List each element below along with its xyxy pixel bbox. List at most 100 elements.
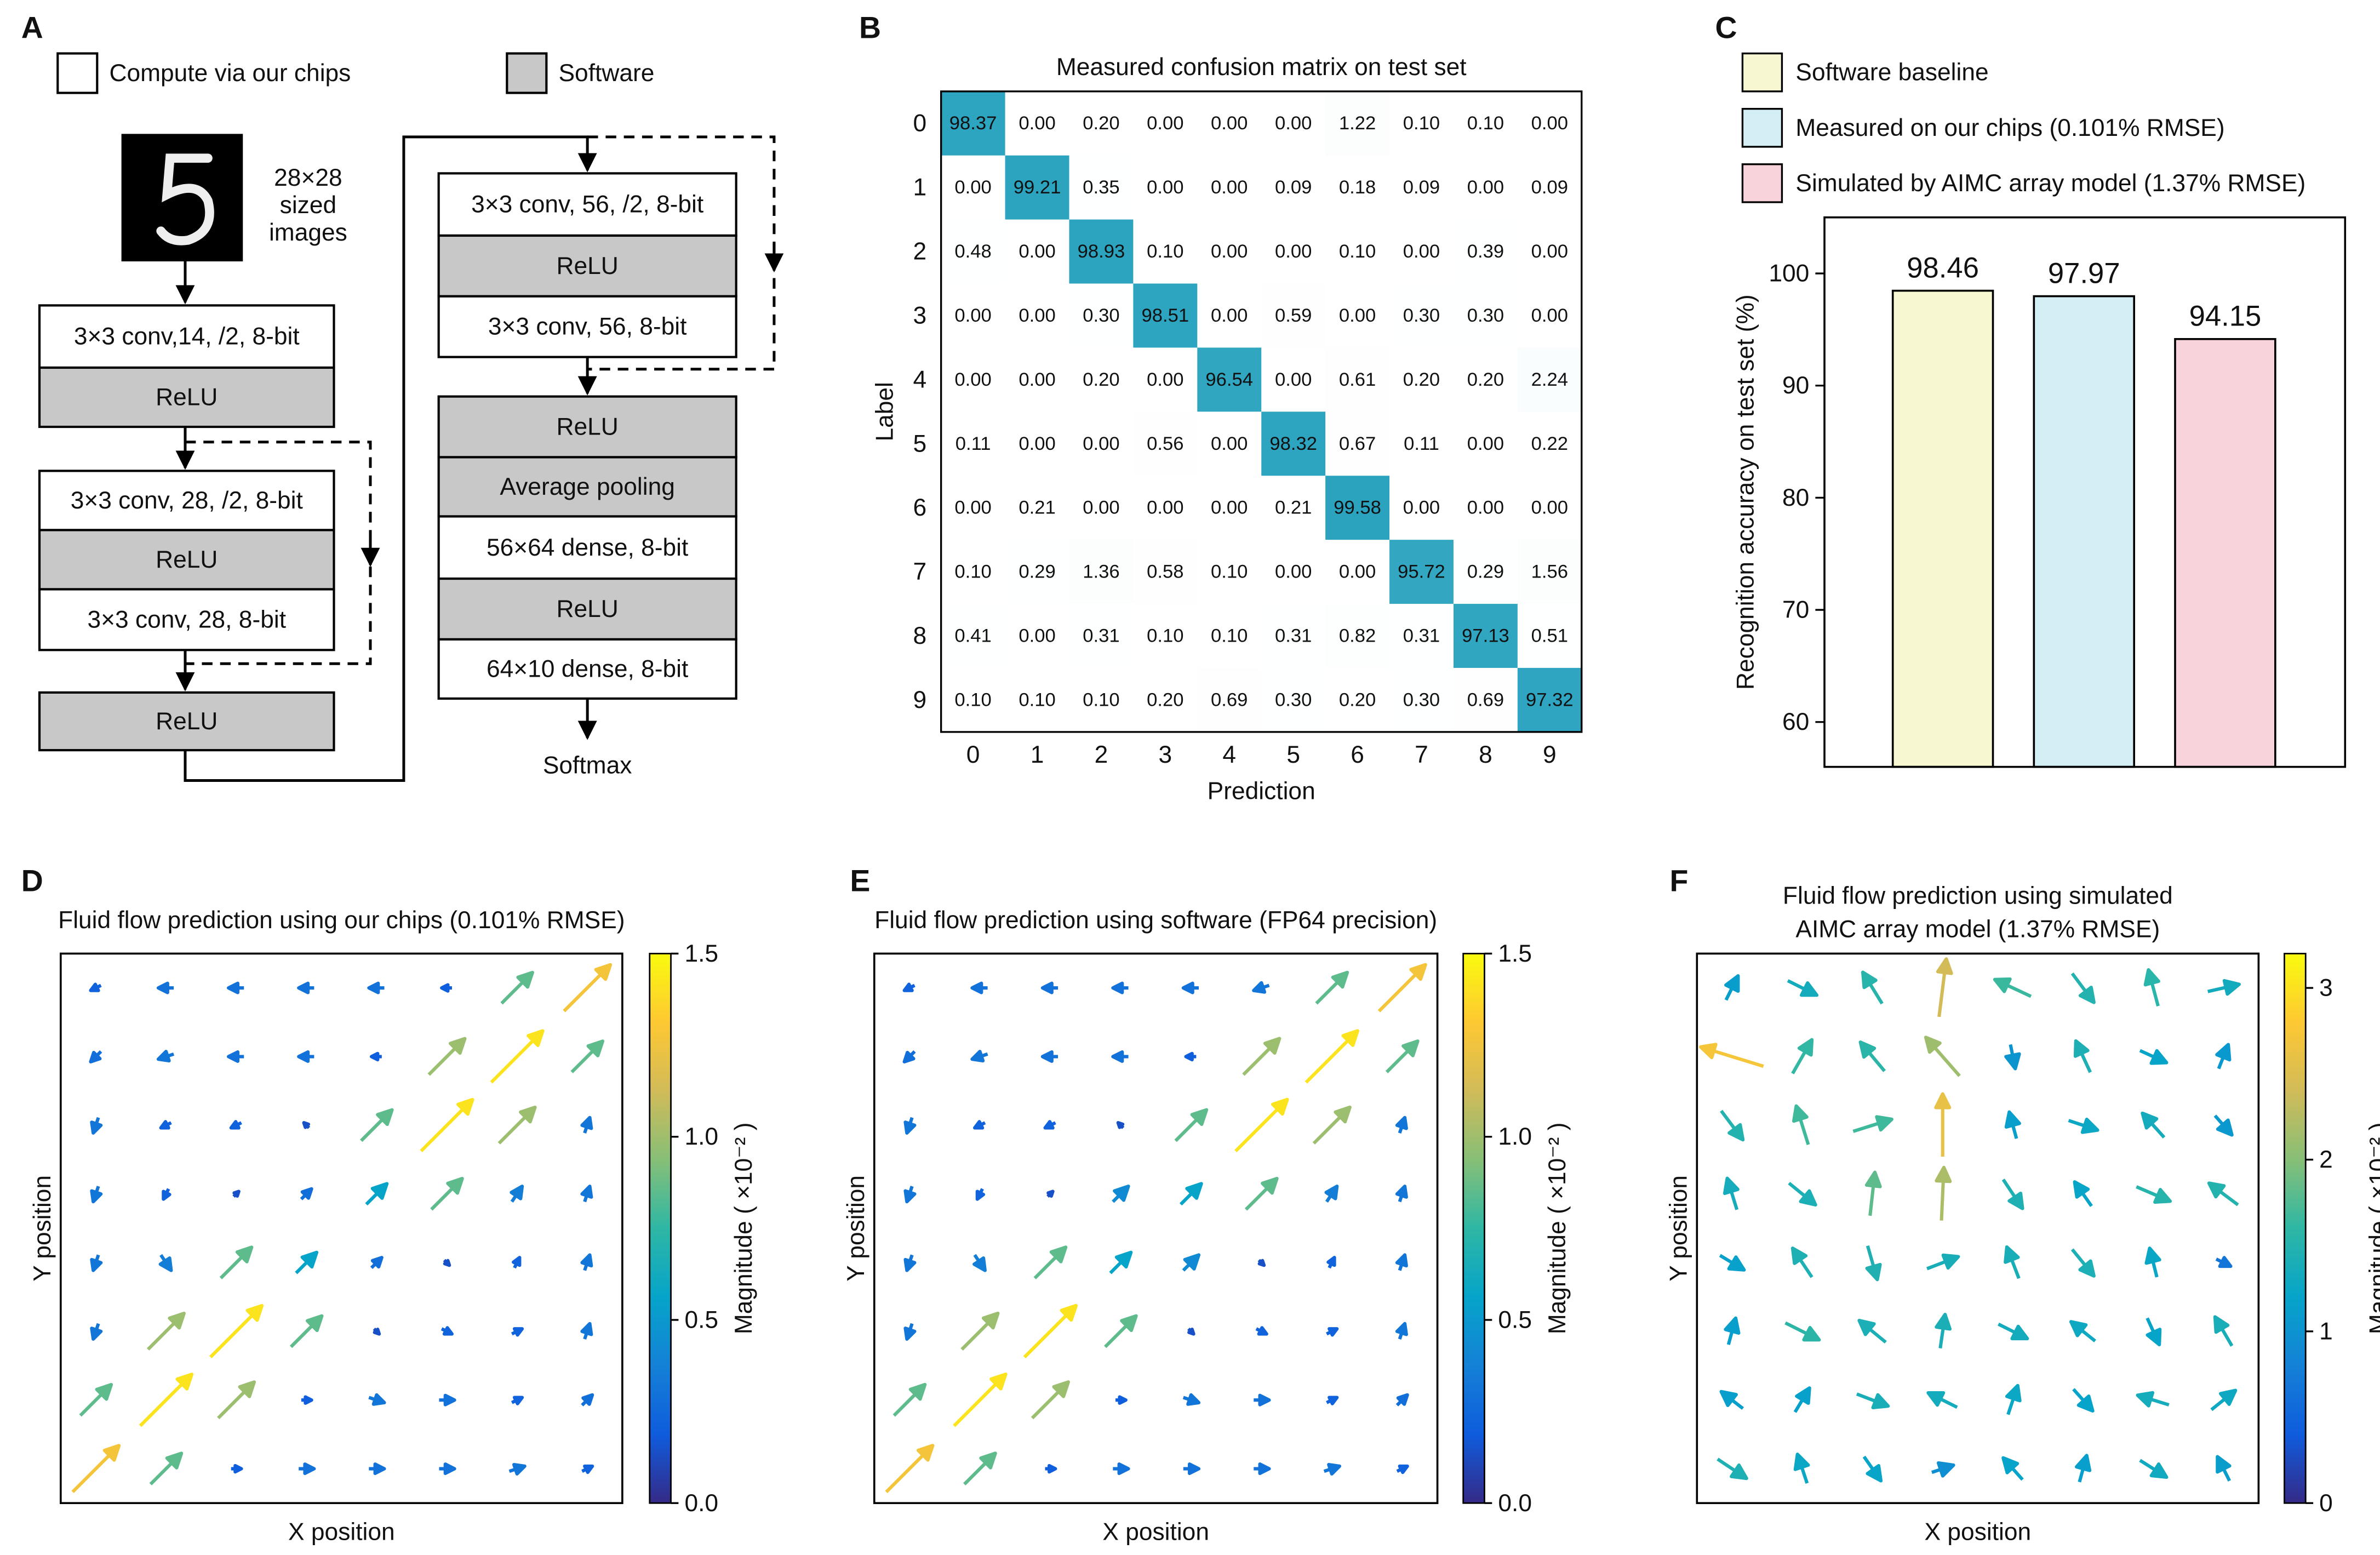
- flow-arrow: [1788, 1181, 1817, 1207]
- panel-label: B: [859, 10, 881, 44]
- colorbar: [1462, 952, 1485, 1504]
- matrix-cell: [1197, 604, 1262, 668]
- flow-arrow: [1046, 1190, 1055, 1198]
- flow-arrow: [1998, 1322, 2029, 1341]
- x-tick-label: 3: [1159, 741, 1172, 768]
- flow-arrow: [79, 1382, 113, 1417]
- cell-label: 0.00: [954, 369, 991, 390]
- cell-label: 0.00: [1147, 369, 1183, 390]
- flow-arrow: [1305, 1029, 1360, 1084]
- matrix-cell: [1069, 347, 1134, 413]
- flow-arrow: [2073, 1180, 2093, 1207]
- flow-arrow: [440, 1326, 454, 1336]
- cell-label: 0.00: [1019, 241, 1055, 262]
- matrix-cell: [1005, 155, 1070, 220]
- flow-arrow: [508, 1463, 527, 1476]
- flow-arrow: [1326, 1327, 1339, 1337]
- x-axis-label: X position: [288, 1518, 395, 1545]
- x-axis-label: Prediction: [1208, 778, 1315, 804]
- cell-label: 0.21: [1019, 498, 1055, 518]
- cell-label: 0.00: [1211, 305, 1248, 326]
- matrix-cell: [1069, 540, 1134, 604]
- matrix-cell: [1005, 604, 1070, 668]
- flow-arrow: [563, 963, 613, 1013]
- matrix-cell: [1197, 219, 1262, 284]
- flow-arrow: [1791, 1038, 1814, 1074]
- flow-arrow: [1031, 1380, 1070, 1420]
- matrix-cell: [1517, 667, 1582, 733]
- matrix-cell: [1261, 283, 1326, 348]
- flow-arrow: [511, 1327, 524, 1337]
- flow-arrow: [1396, 1464, 1409, 1474]
- cell-label: 0.00: [1531, 241, 1568, 262]
- flow-arrow: [1257, 1259, 1266, 1267]
- flow-arrow: [903, 1186, 917, 1204]
- matrix-cell: [1389, 91, 1454, 156]
- matrix-cell: [1261, 155, 1326, 220]
- flow-arrow: [1699, 1043, 1764, 1068]
- flow-arrow: [970, 981, 988, 994]
- flow-arrow: [365, 1182, 389, 1206]
- flow-arrow: [1234, 1097, 1289, 1153]
- flow-arrow: [960, 1311, 1000, 1351]
- cell-label: 0.10: [1019, 689, 1055, 710]
- cell-label: 0.00: [1403, 498, 1440, 518]
- flow-arrow: [1115, 1395, 1128, 1405]
- bar-value-label: 98.46: [1907, 252, 1979, 284]
- cell-label: 1.56: [1531, 562, 1568, 582]
- flow-arrow: [430, 1176, 464, 1211]
- cell-label: 0.69: [1211, 689, 1248, 710]
- panel-label: D: [21, 864, 43, 897]
- flow-arrow: [2215, 1256, 2233, 1268]
- flow-arrow: [295, 1250, 319, 1274]
- flow-arrow: [440, 983, 452, 993]
- cell-label: 0.00: [1211, 241, 1248, 262]
- flow-arrow: [1793, 1386, 1811, 1413]
- matrix-cell: [1005, 667, 1070, 733]
- flow-arrow: [1787, 979, 1818, 997]
- cell-label: 0.00: [1083, 498, 1119, 518]
- matrix-cell: [1133, 91, 1198, 156]
- cell-label: 0.20: [1339, 689, 1376, 710]
- cell-label: 0.00: [1275, 241, 1312, 262]
- flow-arrow: [1181, 981, 1199, 994]
- matrix-cell: [1197, 476, 1262, 540]
- cell-label: 0.30: [1403, 305, 1440, 326]
- flow-arrow: [301, 1395, 313, 1405]
- flow-arrow: [1926, 1391, 1958, 1409]
- matrix-cell: [1261, 540, 1326, 604]
- flow-arrow: [570, 1039, 605, 1073]
- matrix-cell: [1453, 91, 1518, 156]
- cell-label: 0.31: [1275, 626, 1312, 647]
- layer-block: [437, 395, 737, 459]
- matrix-cell: [1133, 283, 1198, 348]
- flow-arrow: [1244, 1176, 1279, 1211]
- matrix-cell: [1325, 411, 1390, 477]
- matrix-cell: [1517, 476, 1582, 540]
- flow-arrow: [1385, 1039, 1420, 1073]
- legend-swatch: [506, 52, 548, 94]
- cell-label: 0.20: [1083, 369, 1119, 390]
- matrix-cell: [1069, 91, 1134, 156]
- flow-arrow: [90, 1254, 103, 1272]
- chart-title: Fluid flow prediction using software (FP…: [874, 907, 1437, 934]
- flow-arrow: [1242, 1037, 1281, 1076]
- cell-label: 0.00: [1211, 177, 1248, 198]
- cell-label: 0.10: [1083, 689, 1119, 710]
- matrix-cell: [1005, 91, 1070, 156]
- flow-arrow: [975, 1188, 986, 1201]
- layer-block: [437, 456, 737, 518]
- flow-arrow: [581, 1464, 594, 1474]
- y-axis-label: Y position: [29, 1175, 56, 1282]
- colorbar-tick-label: 0.0: [684, 1490, 718, 1517]
- matrix-cell: [1133, 411, 1198, 477]
- flow-arrow: [1717, 1457, 1748, 1480]
- flow-arrow: [1719, 1390, 1744, 1410]
- flow-arrow: [2001, 1456, 2024, 1481]
- matrix-cell: [941, 283, 1006, 348]
- flow-arrow: [580, 1322, 593, 1340]
- cell-label: 0.10: [1211, 626, 1248, 647]
- flow-arrow: [2136, 1391, 2170, 1408]
- flow-arrow: [1857, 1318, 1887, 1344]
